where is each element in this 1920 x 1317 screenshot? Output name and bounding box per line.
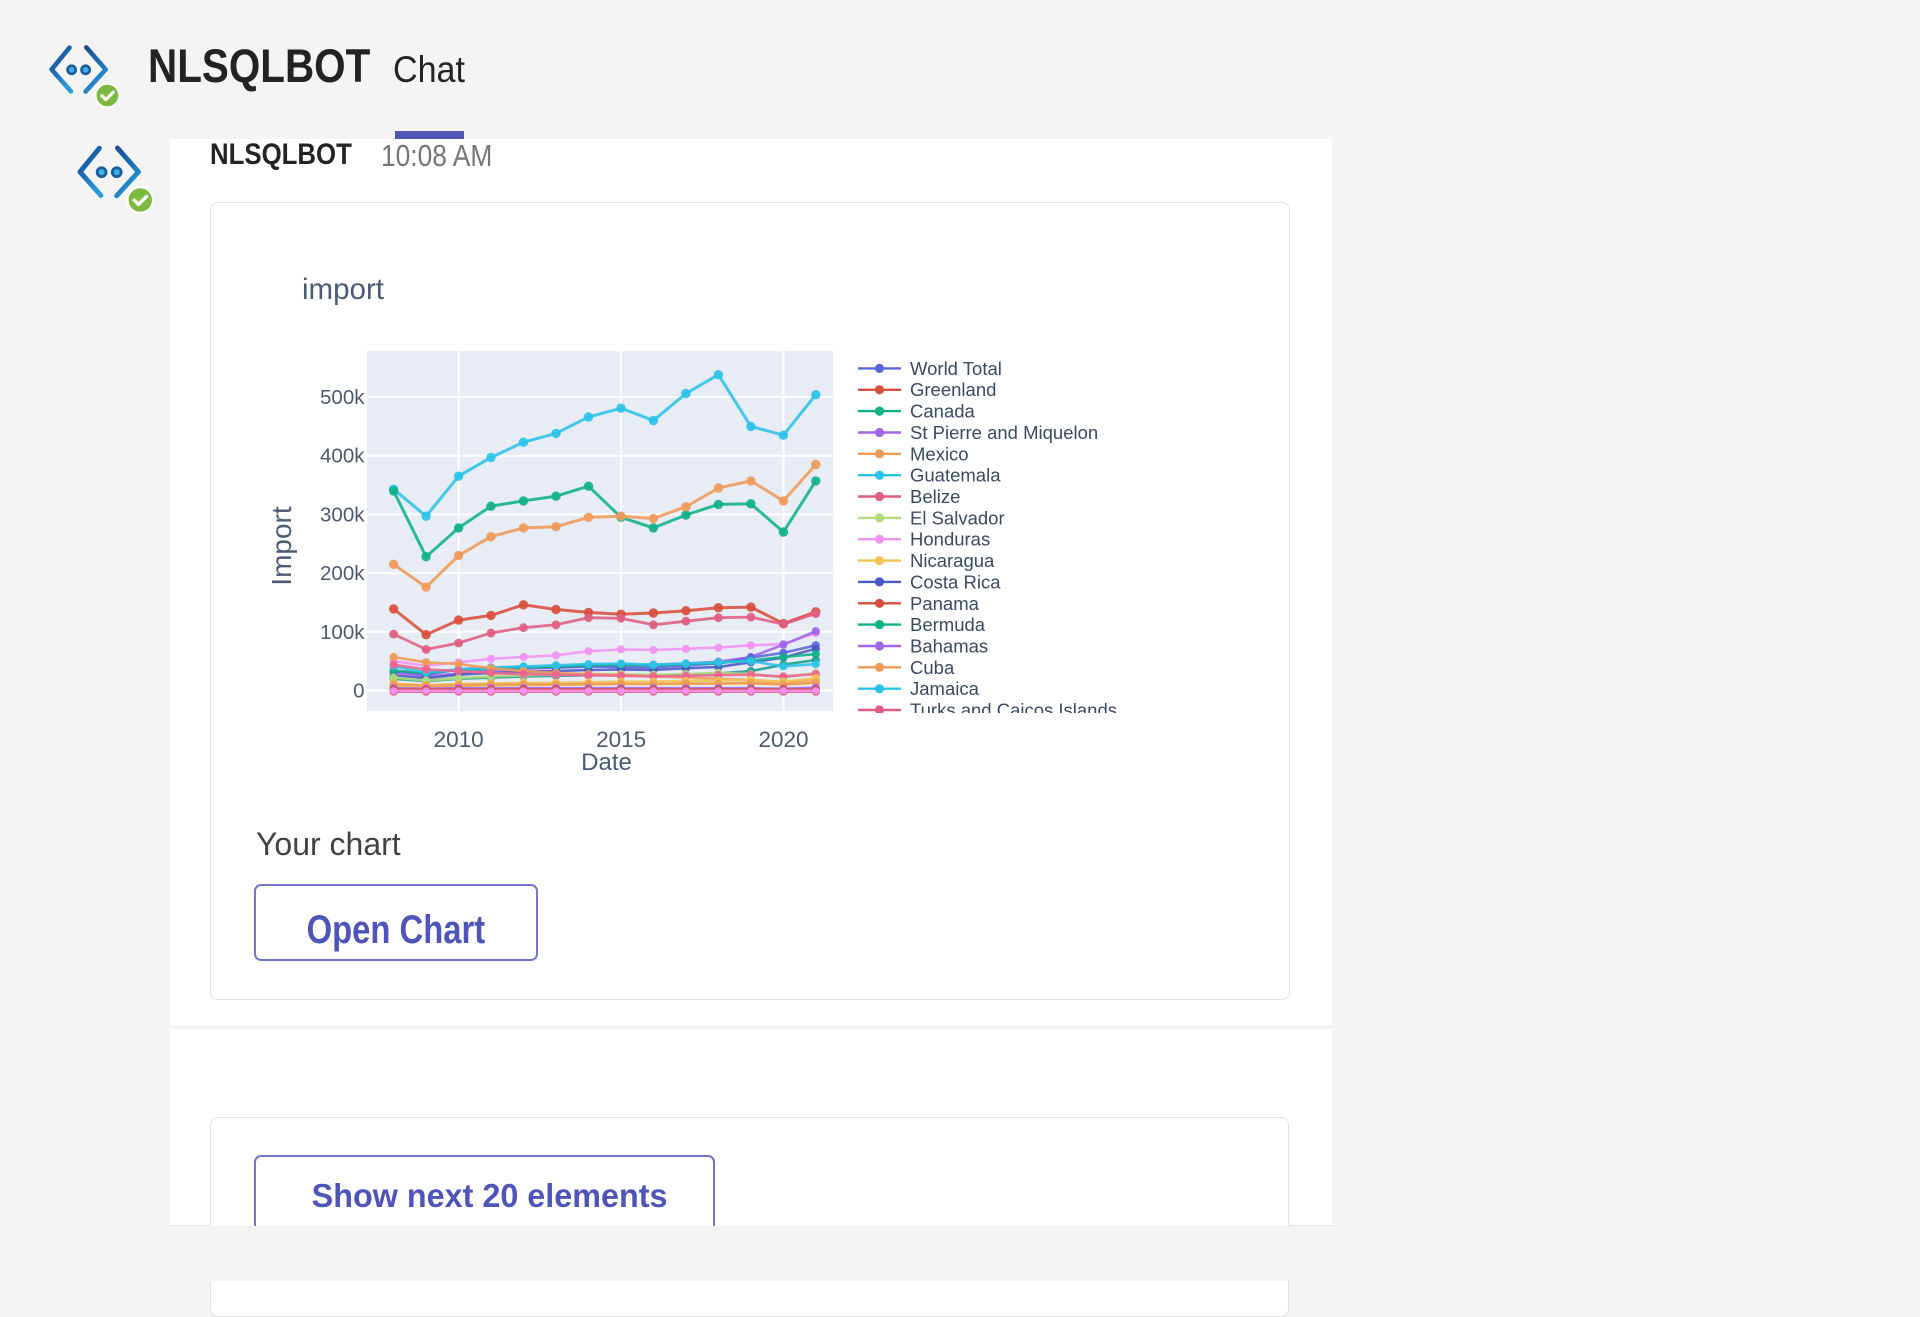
svg-text:300k: 300k — [320, 503, 365, 526]
svg-text:Bahamas: Bahamas — [910, 636, 988, 657]
svg-text:World Total: World Total — [910, 358, 1002, 379]
svg-text:Import: Import — [266, 506, 297, 586]
svg-text:Costa Rica: Costa Rica — [910, 571, 1001, 592]
svg-text:Panama: Panama — [910, 593, 980, 614]
svg-text:0: 0 — [353, 680, 364, 703]
svg-text:500k: 500k — [320, 386, 365, 409]
svg-text:Guatemala: Guatemala — [910, 465, 1001, 486]
svg-text:Date: Date — [581, 749, 632, 776]
svg-text:St Pierre and Miquelon: St Pierre and Miquelon — [910, 422, 1098, 443]
svg-text:Belize: Belize — [910, 486, 960, 507]
svg-text:200k: 200k — [320, 562, 365, 585]
svg-text:400k: 400k — [320, 445, 365, 468]
svg-text:Mexico: Mexico — [910, 443, 969, 464]
svg-text:Cuba: Cuba — [910, 657, 955, 678]
svg-text:Bermuda: Bermuda — [910, 614, 986, 635]
svg-text:100k: 100k — [320, 621, 365, 644]
svg-text:2015: 2015 — [596, 727, 646, 752]
svg-text:2020: 2020 — [758, 727, 808, 752]
svg-text:Canada: Canada — [910, 401, 976, 422]
svg-text:import: import — [302, 273, 384, 306]
svg-text:Turks and Caicos Islands: Turks and Caicos Islands — [910, 700, 1117, 721]
svg-text:Jamaica: Jamaica — [910, 678, 980, 699]
svg-text:Nicaragua: Nicaragua — [910, 550, 995, 571]
svg-text:Greenland: Greenland — [910, 379, 996, 400]
svg-text:2010: 2010 — [434, 727, 484, 752]
svg-text:El Salvador: El Salvador — [910, 507, 1005, 528]
svg-text:Honduras: Honduras — [910, 529, 990, 550]
